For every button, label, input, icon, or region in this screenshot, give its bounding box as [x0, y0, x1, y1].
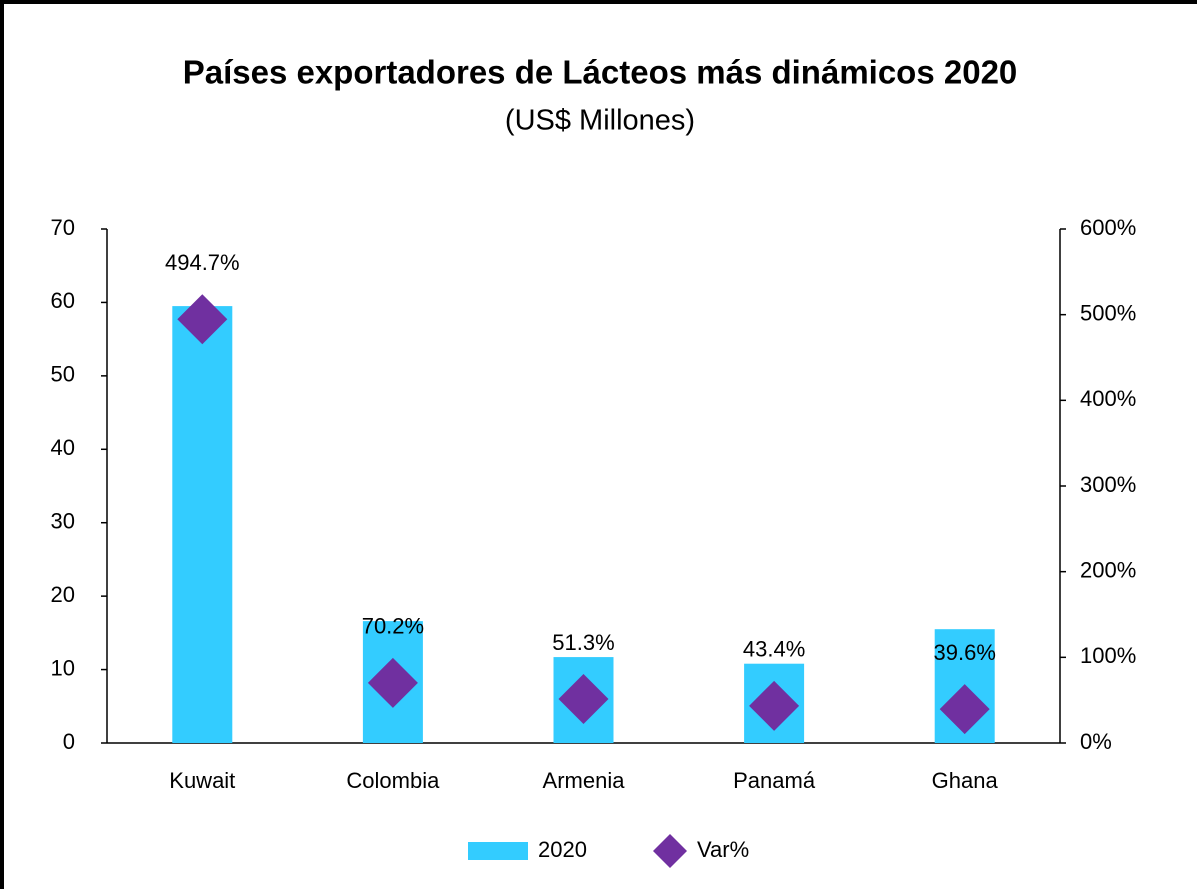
x-tick-label: Colombia — [346, 768, 440, 793]
legend-label: 2020 — [538, 837, 587, 862]
marker — [177, 294, 228, 345]
data-label: 494.7% — [165, 250, 240, 275]
data-label: 43.4% — [743, 637, 805, 662]
y-tick-label: 40 — [51, 435, 75, 460]
x-tick-label: Armenia — [543, 768, 626, 793]
chart-title: Países exportadores de Lácteos más dinám… — [183, 54, 1018, 91]
marker — [558, 674, 609, 725]
y-tick-label: 60 — [51, 288, 75, 313]
chart-subtitle: (US$ Millones) — [505, 105, 695, 137]
data-label: 39.6% — [934, 640, 996, 665]
y2-tick-label: 100% — [1080, 643, 1136, 668]
x-tick-label: Panamá — [733, 768, 816, 793]
y2-tick-label: 0% — [1080, 729, 1112, 754]
legend-label: Var% — [697, 837, 749, 862]
y-tick-label: 30 — [51, 509, 75, 534]
marker — [749, 680, 800, 731]
legend-swatch — [468, 842, 528, 860]
x-tick-label: Kuwait — [169, 768, 235, 793]
y-tick-label: 70 — [51, 215, 75, 240]
bar — [172, 306, 233, 743]
y-tick-label: 0 — [63, 729, 75, 754]
legend-swatch — [653, 834, 687, 868]
y-tick-label: 10 — [51, 655, 75, 680]
y2-tick-label: 300% — [1080, 472, 1136, 497]
y2-tick-label: 400% — [1080, 386, 1136, 411]
data-label: 70.2% — [362, 614, 424, 639]
y-tick-label: 20 — [51, 582, 75, 607]
data-label: 51.3% — [552, 630, 614, 655]
x-tick-label: Ghana — [932, 768, 999, 793]
marker — [367, 657, 418, 708]
y2-tick-label: 500% — [1080, 300, 1136, 325]
marker — [939, 684, 990, 735]
y2-tick-label: 600% — [1080, 215, 1136, 240]
y2-tick-label: 200% — [1080, 557, 1136, 582]
y-tick-label: 50 — [51, 362, 75, 387]
